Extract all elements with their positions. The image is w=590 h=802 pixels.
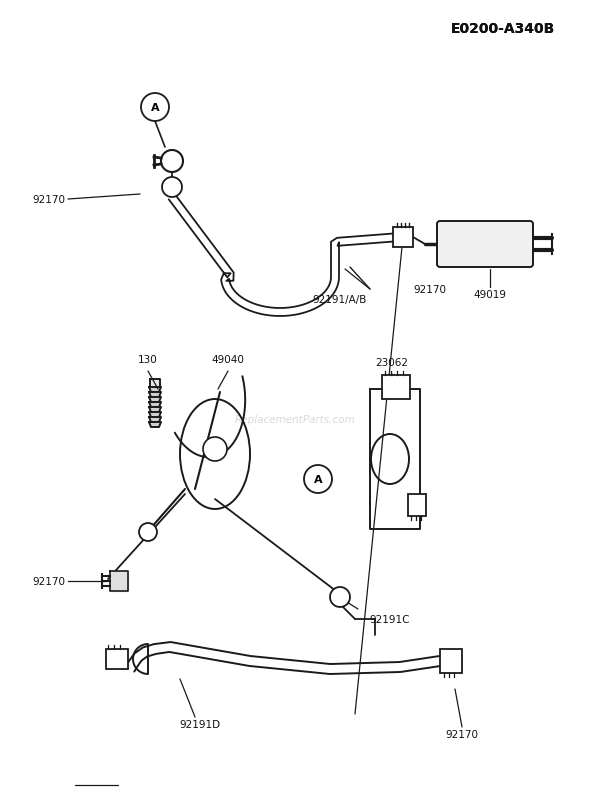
Circle shape [139,524,157,541]
Text: 92170: 92170 [32,577,65,586]
Text: E0200-A340B: E0200-A340B [451,22,555,36]
Polygon shape [150,379,160,387]
Text: 130: 130 [138,354,158,365]
Polygon shape [370,390,420,529]
Polygon shape [149,412,161,418]
Text: 92191/A/B: 92191/A/B [313,294,367,305]
Polygon shape [149,392,161,398]
Bar [440,649,462,673]
Polygon shape [149,398,161,403]
Circle shape [203,437,227,461]
Text: A: A [314,475,322,484]
Circle shape [330,587,350,607]
FancyBboxPatch shape [437,221,533,268]
Polygon shape [149,418,161,423]
Polygon shape [149,403,161,407]
Circle shape [141,94,169,122]
Text: A: A [150,103,159,113]
Text: ReplacementParts.com: ReplacementParts.com [235,415,355,424]
Text: E0200-A340B: E0200-A340B [451,22,555,36]
Polygon shape [110,571,128,591]
Text: 92170: 92170 [414,285,447,294]
Circle shape [161,151,183,172]
Bar [382,375,410,399]
Text: 49040: 49040 [212,354,244,365]
Text: 49019: 49019 [474,290,506,300]
Circle shape [162,178,182,198]
Polygon shape [149,387,161,392]
Text: 23062: 23062 [375,358,408,367]
Circle shape [304,465,332,493]
Text: 92170: 92170 [445,729,478,739]
Text: 92191D: 92191D [179,719,221,729]
Bar [106,649,128,669]
Bar [393,228,413,248]
Polygon shape [149,407,161,412]
Polygon shape [149,423,161,427]
Text: 92191C: 92191C [370,614,410,624]
Text: 92170: 92170 [32,195,65,205]
Bar [408,494,426,516]
